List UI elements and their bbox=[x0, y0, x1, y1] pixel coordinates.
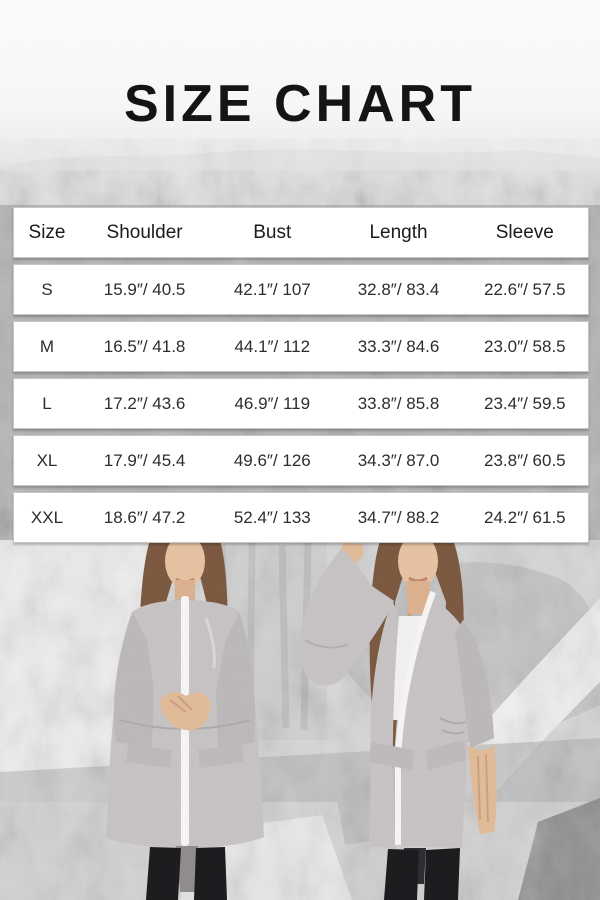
size-table: Size Shoulder Bust Length Sleeve S 15.9″… bbox=[13, 207, 589, 549]
size-row-m: M 16.5″/ 41.8 44.1″/ 112 33.3″/ 84.6 23.… bbox=[13, 321, 589, 372]
size-row-l: L 17.2″/ 43.6 46.9″/ 119 33.8″/ 85.8 23.… bbox=[13, 378, 589, 429]
size-label: S bbox=[41, 279, 53, 299]
bust-value: 52.4″/ 133 bbox=[233, 507, 311, 527]
bust-value: 42.1″/ 107 bbox=[233, 279, 311, 299]
size-label: M bbox=[39, 336, 55, 356]
shoulder-value: 15.9″/ 40.5 bbox=[103, 279, 186, 299]
page-title: SIZE CHART bbox=[124, 75, 476, 133]
bust-value: 44.1″/ 112 bbox=[234, 336, 311, 356]
length-value: 32.8″/ 83.4 bbox=[357, 279, 440, 299]
column-header-length: Length bbox=[369, 221, 428, 243]
column-header-bust: Bust bbox=[253, 221, 292, 243]
length-value: 33.3″/ 84.6 bbox=[357, 336, 440, 356]
size-row-s: S 15.9″/ 40.5 42.1″/ 107 32.8″/ 83.4 22.… bbox=[13, 264, 589, 315]
size-table-header-row: Size Shoulder Bust Length Sleeve bbox=[13, 207, 589, 258]
shoulder-value: 17.2″/ 43.6 bbox=[103, 393, 186, 413]
sleeve-value: 23.0″/ 58.5 bbox=[483, 336, 566, 356]
column-header-size: Size bbox=[28, 221, 66, 243]
length-value: 34.7″/ 88.2 bbox=[357, 507, 440, 527]
length-value: 34.3″/ 87.0 bbox=[357, 450, 440, 470]
sleeve-value: 23.8″/ 60.5 bbox=[483, 450, 566, 470]
bust-value: 49.6″/ 126 bbox=[233, 450, 311, 470]
column-header-sleeve: Sleeve bbox=[495, 221, 554, 243]
column-header-shoulder: Shoulder bbox=[106, 221, 183, 243]
sleeve-value: 22.6″/ 57.5 bbox=[483, 279, 566, 299]
shoulder-value: 16.5″/ 41.8 bbox=[103, 336, 186, 356]
length-value: 33.8″/ 85.8 bbox=[357, 393, 440, 413]
shoulder-value: 18.6″/ 47.2 bbox=[103, 507, 186, 527]
size-row-xxl: XXL 18.6″/ 47.2 52.4″/ 133 34.7″/ 88.2 2… bbox=[13, 492, 589, 543]
size-label: XXL bbox=[30, 507, 64, 527]
size-label: L bbox=[42, 393, 52, 413]
shoulder-value: 17.9″/ 45.4 bbox=[103, 450, 186, 470]
bust-value: 46.9″/ 119 bbox=[234, 393, 311, 413]
sleeve-value: 24.2″/ 61.5 bbox=[483, 507, 566, 527]
size-row-xl: XL 17.9″/ 45.4 49.6″/ 126 34.3″/ 87.0 23… bbox=[13, 435, 589, 486]
sleeve-value: 23.4″/ 59.5 bbox=[483, 393, 566, 413]
size-label: XL bbox=[36, 450, 58, 470]
